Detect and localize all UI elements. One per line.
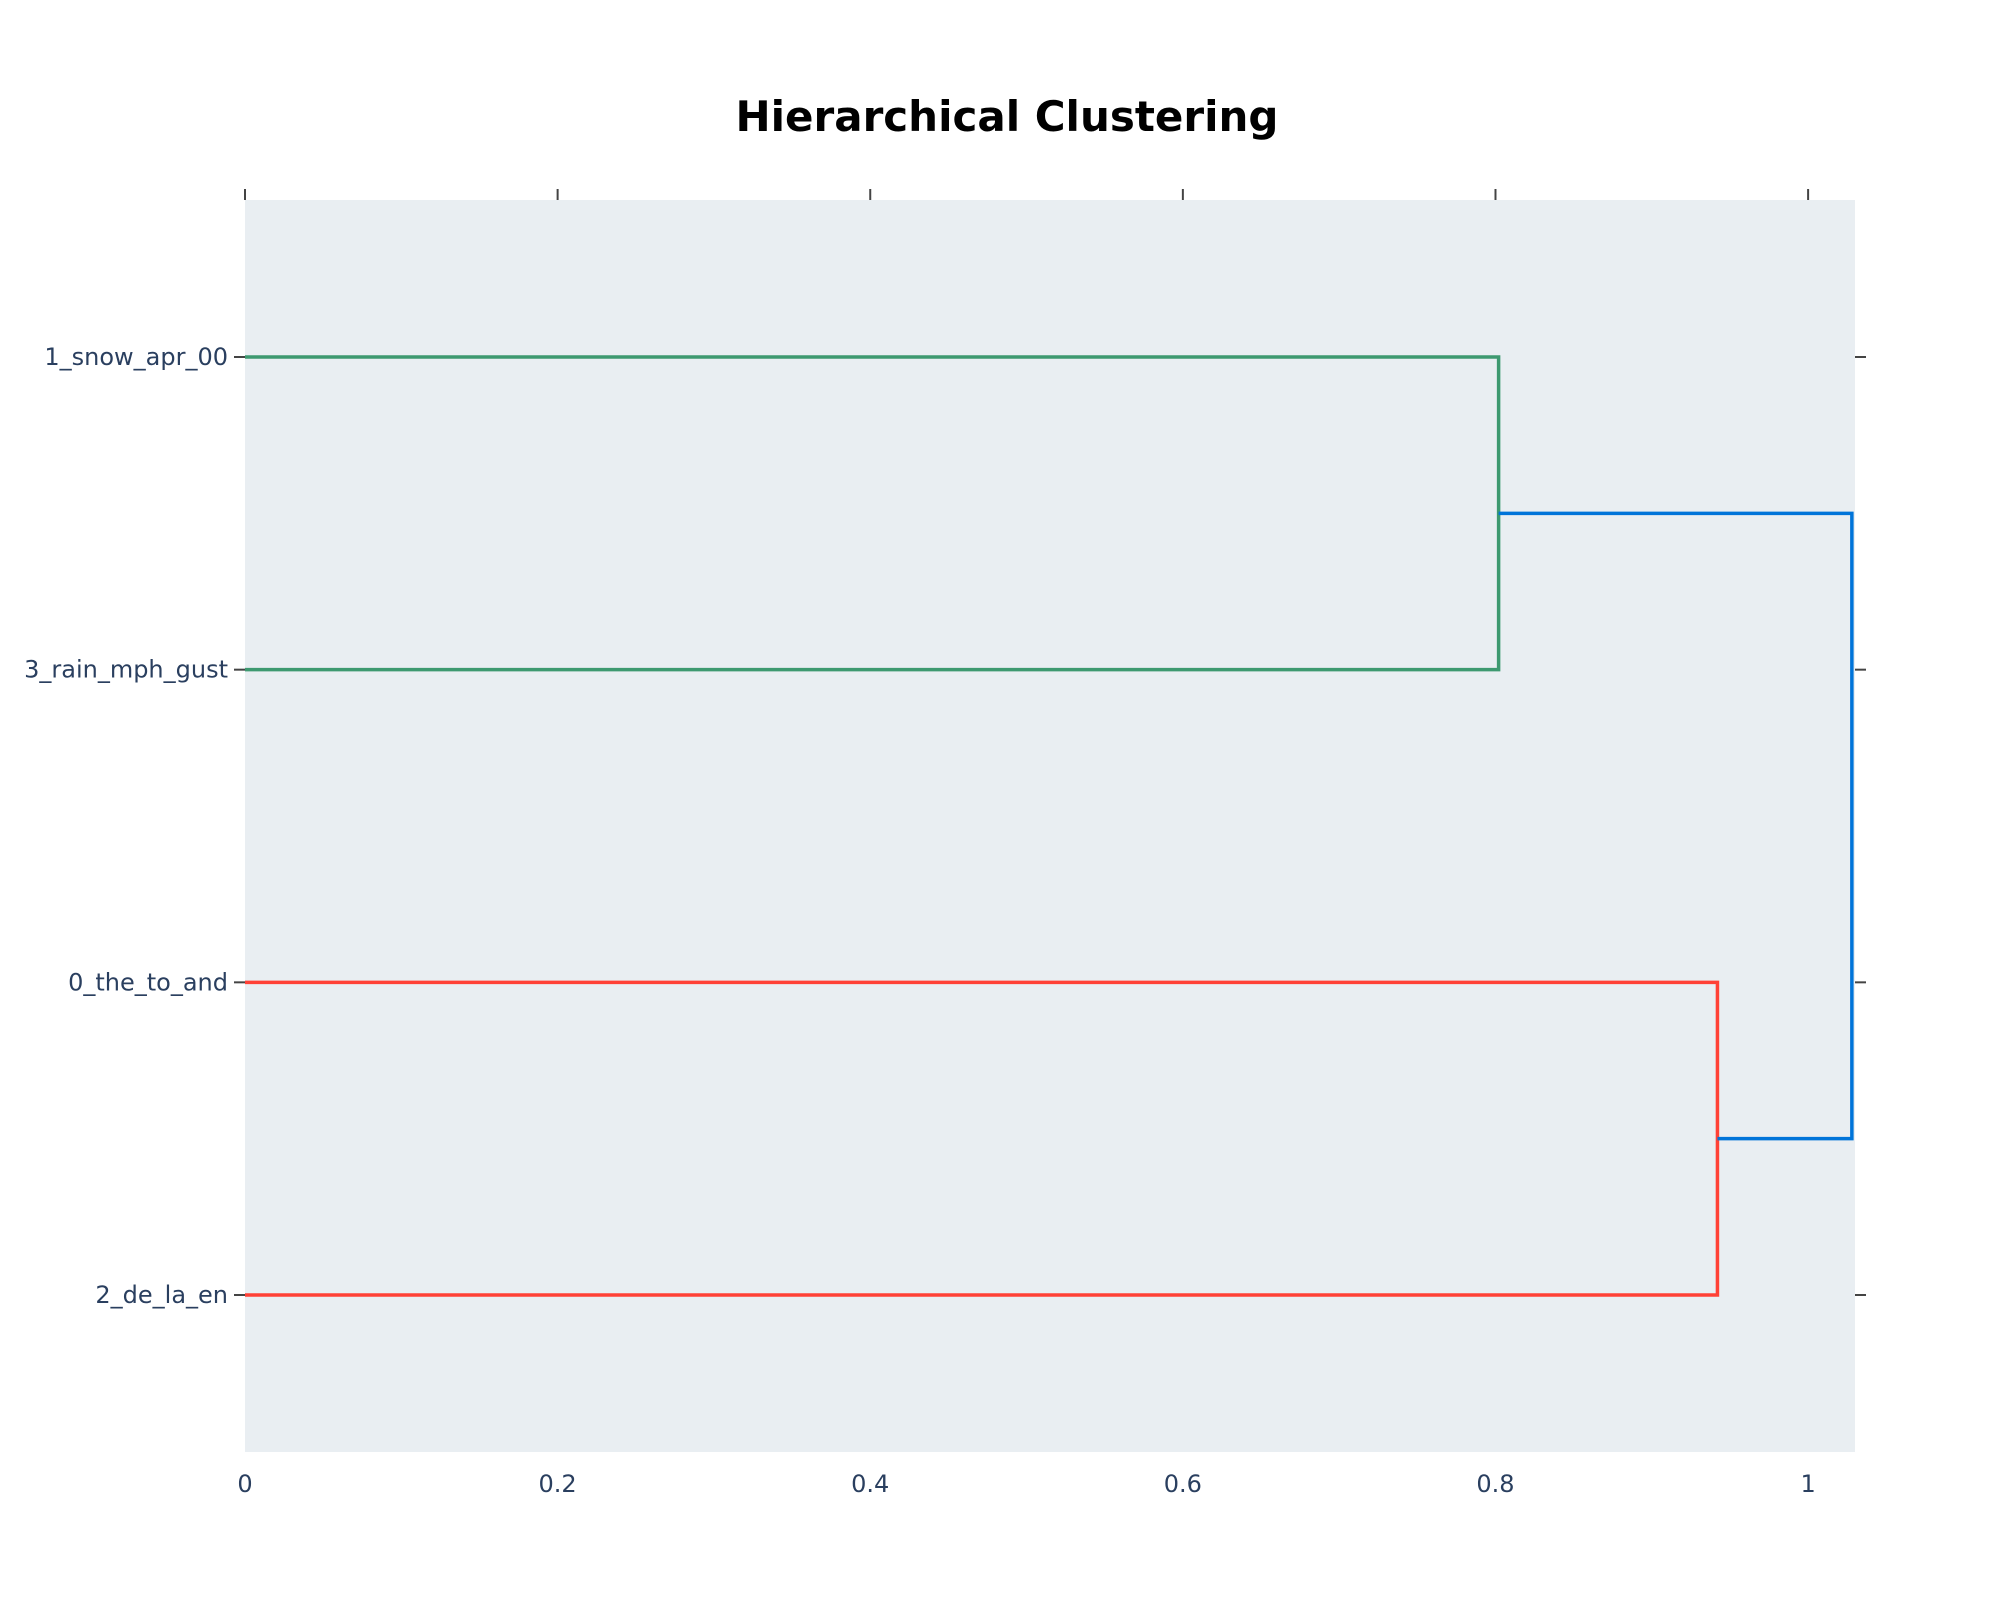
x-tick-label: 0.4 xyxy=(851,1470,889,1498)
x-tick-label: 0 xyxy=(237,1470,252,1498)
dendrogram-branch xyxy=(245,355,1501,672)
x-tick-label: 0.6 xyxy=(1164,1470,1202,1498)
dendrogram-branch xyxy=(1498,511,1854,1141)
leaf-label: 3_rain_mph_gust xyxy=(24,656,228,684)
leaf-label: 0_the_to_and xyxy=(68,968,228,996)
x-tick-label: 0.2 xyxy=(539,1470,577,1498)
plot-area xyxy=(245,200,1855,1452)
x-tick-label: 1 xyxy=(1800,1470,1815,1498)
x-tick-label: 0.8 xyxy=(1476,1470,1514,1498)
leaf-label: 2_de_la_en xyxy=(95,1281,228,1309)
leaf-label: 1_snow_apr_00 xyxy=(44,343,228,371)
axis-ticks: 0 0.2 0.4 0.6 0.8 1 1_snow_apr_00 3_rain_mph_gu… xyxy=(24,189,1866,1498)
dendrogram-branches xyxy=(245,355,1854,1297)
chart-title: Hierarchical Clustering xyxy=(735,92,1278,141)
